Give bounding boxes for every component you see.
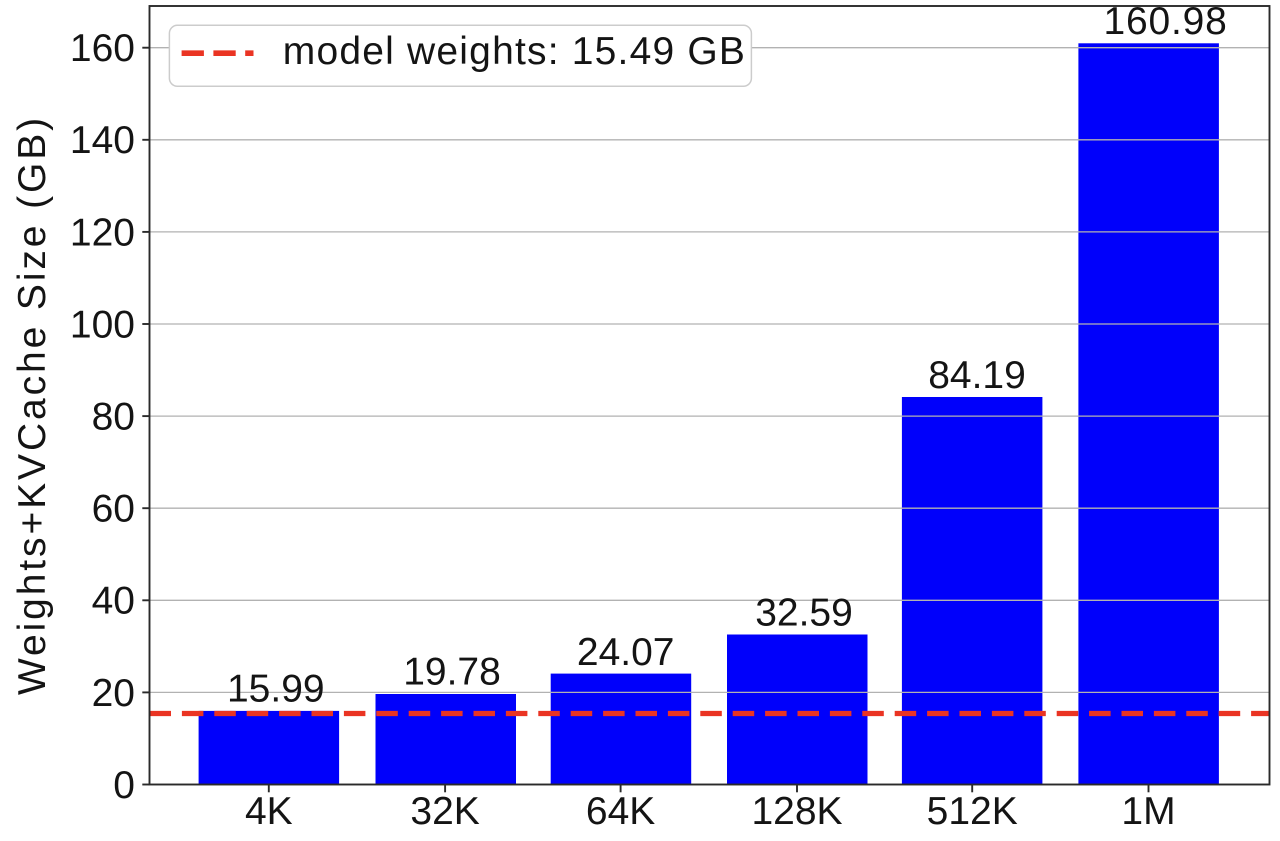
svg-text:20: 20 — [92, 672, 135, 715]
svg-text:4K: 4K — [245, 790, 293, 833]
svg-text:120: 120 — [70, 211, 135, 254]
svg-text:128K: 128K — [751, 790, 842, 833]
svg-text:32.59: 32.59 — [755, 592, 853, 635]
svg-text:40: 40 — [92, 580, 135, 623]
svg-text:140: 140 — [70, 119, 135, 162]
svg-text:32K: 32K — [410, 790, 479, 833]
svg-text:model weights: 15.49 GB: model weights: 15.49 GB — [283, 30, 746, 73]
svg-text:512K: 512K — [927, 790, 1018, 833]
svg-text:15.99: 15.99 — [227, 667, 325, 710]
svg-text:84.19: 84.19 — [928, 354, 1026, 397]
svg-text:60: 60 — [92, 488, 135, 531]
svg-text:0: 0 — [113, 764, 135, 807]
svg-text:80: 80 — [92, 396, 135, 439]
svg-text:160.98: 160.98 — [1104, 0, 1228, 43]
svg-text:24.07: 24.07 — [577, 631, 675, 674]
svg-text:1M: 1M — [1121, 790, 1175, 833]
svg-text:100: 100 — [70, 303, 135, 346]
svg-text:64K: 64K — [586, 790, 655, 833]
svg-text:Weights+KVCache Size (GB): Weights+KVCache Size (GB) — [11, 115, 54, 695]
svg-text:160: 160 — [70, 27, 135, 70]
svg-text:19.78: 19.78 — [403, 651, 501, 694]
